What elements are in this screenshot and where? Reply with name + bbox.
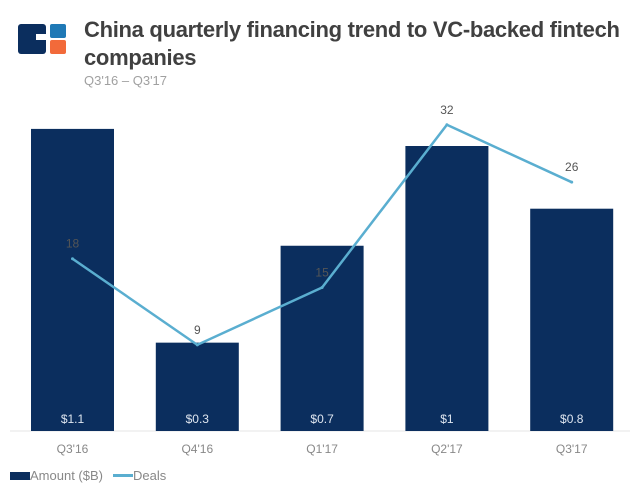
bar — [155, 342, 239, 431]
deals-label: 32 — [440, 103, 454, 117]
legend: Amount ($B) Deals — [10, 468, 166, 483]
legend-swatch-deals — [112, 474, 133, 477]
chart-subtitle: Q3'16 – Q3'17 — [84, 73, 168, 88]
deals-point — [195, 343, 199, 347]
bar — [280, 245, 364, 431]
deals-point — [320, 285, 324, 289]
deals-label: 15 — [315, 265, 329, 279]
bar-label: $0.3 — [186, 412, 210, 426]
x-tick-label: Q1'17 — [306, 442, 338, 456]
deals-label: 18 — [66, 237, 80, 251]
legend-swatch-amount — [10, 471, 30, 480]
x-tick-label: Q3'16 — [57, 442, 89, 456]
deals-label: 26 — [565, 160, 579, 174]
deals-point — [570, 180, 574, 184]
bar — [405, 146, 489, 431]
deals-point — [71, 257, 74, 261]
x-tick-label: Q4'16 — [181, 442, 213, 456]
legend-label-deals: Deals — [132, 468, 167, 483]
bar-label: $0.7 — [310, 412, 334, 426]
bar-label: $1 — [440, 412, 454, 426]
deals-label: 9 — [194, 323, 201, 337]
bar — [31, 128, 114, 431]
bar-label: $1.1 — [61, 412, 85, 426]
x-tick-label: Q2'17 — [431, 442, 463, 456]
chart-title: China quarterly financing trend to VC-ba… — [84, 17, 620, 70]
deals-point — [445, 123, 449, 127]
x-tick-label: Q3'17 — [556, 442, 588, 456]
bar — [530, 208, 614, 431]
bar-label: $0.8 — [560, 412, 584, 426]
logo — [18, 24, 66, 54]
legend-label-amount: Amount ($B) — [30, 468, 103, 483]
